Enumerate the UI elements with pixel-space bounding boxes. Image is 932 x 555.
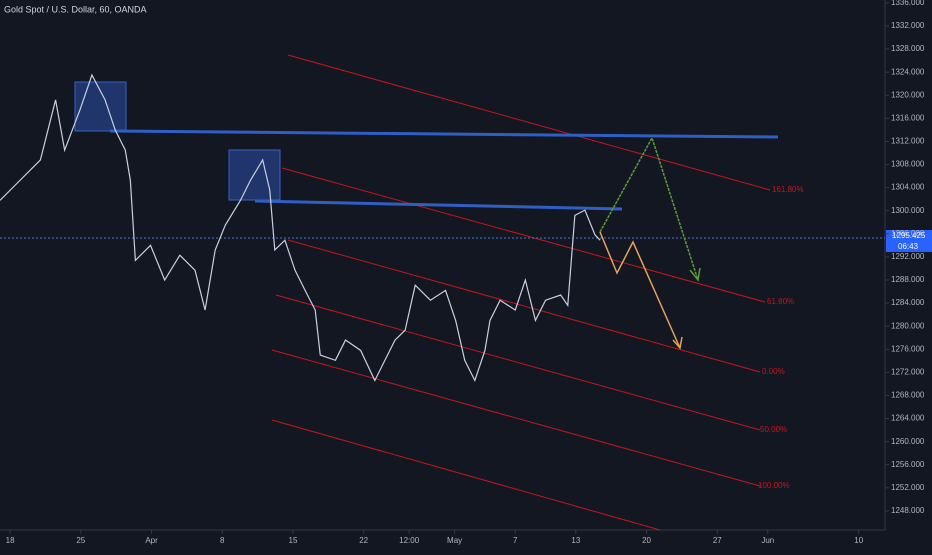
x-tick-label: Jun: [761, 536, 774, 545]
bear-arrow: [599, 231, 681, 349]
fib-line: [281, 167, 766, 303]
y-tick-label: 1316.000: [891, 113, 925, 122]
x-tick-label: 18: [6, 536, 15, 545]
x-tick-label: Apr: [145, 536, 158, 545]
x-tick-label: 13: [571, 536, 580, 545]
y-tick-label: 1256.000: [891, 460, 925, 469]
y-tick-label: 1332.000: [891, 21, 925, 30]
arrow-head: [689, 267, 701, 282]
y-tick-label: 1336.000: [891, 0, 925, 7]
x-tick-label: 22: [359, 536, 368, 545]
x-tick-label: 25: [76, 536, 85, 545]
x-tick-label: 15: [289, 536, 298, 545]
last-price-label: 1295.425: [892, 231, 926, 240]
resistance-line: [254, 199, 623, 211]
y-tick-label: 1296.000: [891, 229, 925, 238]
plot: [0, 73, 601, 383]
fib-channel: [271, 54, 771, 531]
y-tick-label: 1268.000: [891, 391, 925, 400]
price-line: [0, 73, 601, 383]
y-tick-label: 1280.000: [891, 321, 925, 330]
x-tick-label: 8: [220, 536, 225, 545]
x-tick-label: 12:00: [399, 536, 420, 545]
y-tick-label: 1260.000: [891, 437, 925, 446]
chart-title: Gold Spot / U.S. Dollar, 60, OANDA: [4, 4, 147, 14]
y-tick-label: 1248.000: [891, 506, 925, 515]
fib-line: [271, 349, 761, 487]
bull-arrow: [599, 136, 699, 281]
fib-label: 50.00%: [760, 425, 787, 434]
y-tick-label: 1320.000: [891, 90, 925, 99]
x-tick-label: 20: [642, 536, 651, 545]
y-tick-label: 1284.000: [891, 298, 925, 307]
supply-zone: [228, 149, 281, 201]
y-tick-label: 1324.000: [891, 67, 925, 76]
fib-line: [287, 239, 761, 373]
fib-labels: 161.80% 61.80% 0.00% 50.00% 100.00%: [758, 185, 804, 490]
x-tick-label: 10: [854, 536, 863, 545]
y-tick-label: 1292.000: [891, 252, 925, 261]
y-tick-label: 1300.000: [891, 206, 925, 215]
price-badge: [886, 230, 932, 252]
y-tick-label: 1328.000: [891, 44, 925, 53]
fib-label: 61.80%: [767, 297, 794, 306]
countdown: 06:43: [898, 242, 919, 251]
y-tick-label: 1312.000: [891, 137, 925, 146]
y-tick-label: 1252.000: [891, 483, 925, 492]
fib-label: 161.80%: [772, 185, 804, 194]
y-tick-label: 1272.000: [891, 367, 925, 376]
y-tick-label: 1276.000: [891, 344, 925, 353]
x-tick-label: 7: [513, 536, 518, 545]
fib-line: [271, 419, 661, 531]
resistance-line: [109, 129, 779, 139]
fib-label: 0.00%: [762, 367, 785, 376]
y-tick-label: 1308.000: [891, 160, 925, 169]
y-tick-label: 1304.000: [891, 183, 925, 192]
y-tick-label: 1264.000: [891, 414, 925, 423]
y-tick-label: 1288.000: [891, 275, 925, 284]
arrow-head: [672, 336, 683, 350]
fib-label: 100.00%: [758, 481, 790, 490]
supply-zone: [74, 81, 127, 132]
x-tick-label: 27: [713, 536, 722, 545]
x-tick-label: May: [447, 536, 462, 545]
fib-line: [287, 54, 771, 191]
fib-line: [275, 294, 761, 431]
